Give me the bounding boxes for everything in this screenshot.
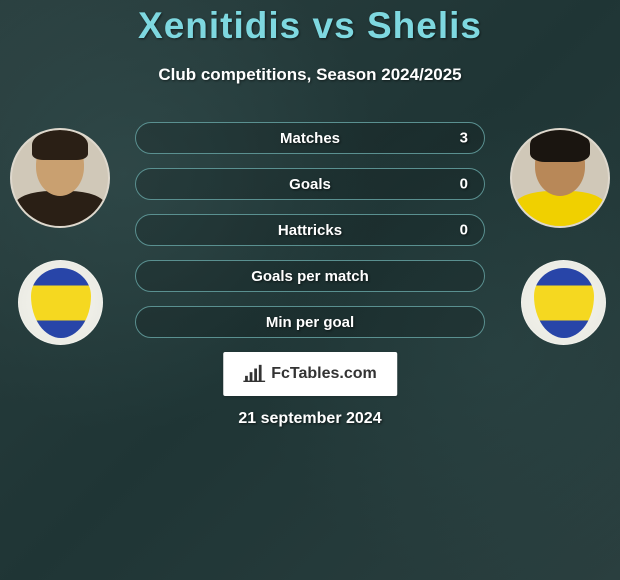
stat-right-value: 0 — [460, 176, 468, 193]
club-right-badge — [521, 260, 606, 345]
brand-badge: FcTables.com — [223, 352, 397, 396]
stat-label: Goals — [289, 176, 331, 193]
subtitle: Club competitions, Season 2024/2025 — [0, 65, 620, 85]
page-title: Xenitidis vs Shelis — [0, 0, 620, 47]
stat-row-min-per-goal: Min per goal — [135, 306, 485, 338]
stat-label: Matches — [280, 130, 340, 147]
player-right-avatar — [510, 128, 610, 228]
stat-row-hattricks: Hattricks 0 — [135, 214, 485, 246]
player-left-avatar — [10, 128, 110, 228]
stat-label: Goals per match — [251, 268, 369, 285]
stats-container: Matches 3 Goals 0 Hattricks 0 Goals per … — [135, 122, 485, 352]
brand-text: FcTables.com — [271, 365, 377, 383]
stat-right-value: 3 — [460, 130, 468, 147]
stat-row-goals-per-match: Goals per match — [135, 260, 485, 292]
stat-label: Min per goal — [266, 314, 354, 331]
stat-row-goals: Goals 0 — [135, 168, 485, 200]
stat-label: Hattricks — [278, 222, 342, 239]
chart-icon — [243, 364, 265, 384]
club-left-badge — [18, 260, 103, 345]
stat-row-matches: Matches 3 — [135, 122, 485, 154]
date-text: 21 september 2024 — [0, 410, 620, 428]
stat-right-value: 0 — [460, 222, 468, 239]
